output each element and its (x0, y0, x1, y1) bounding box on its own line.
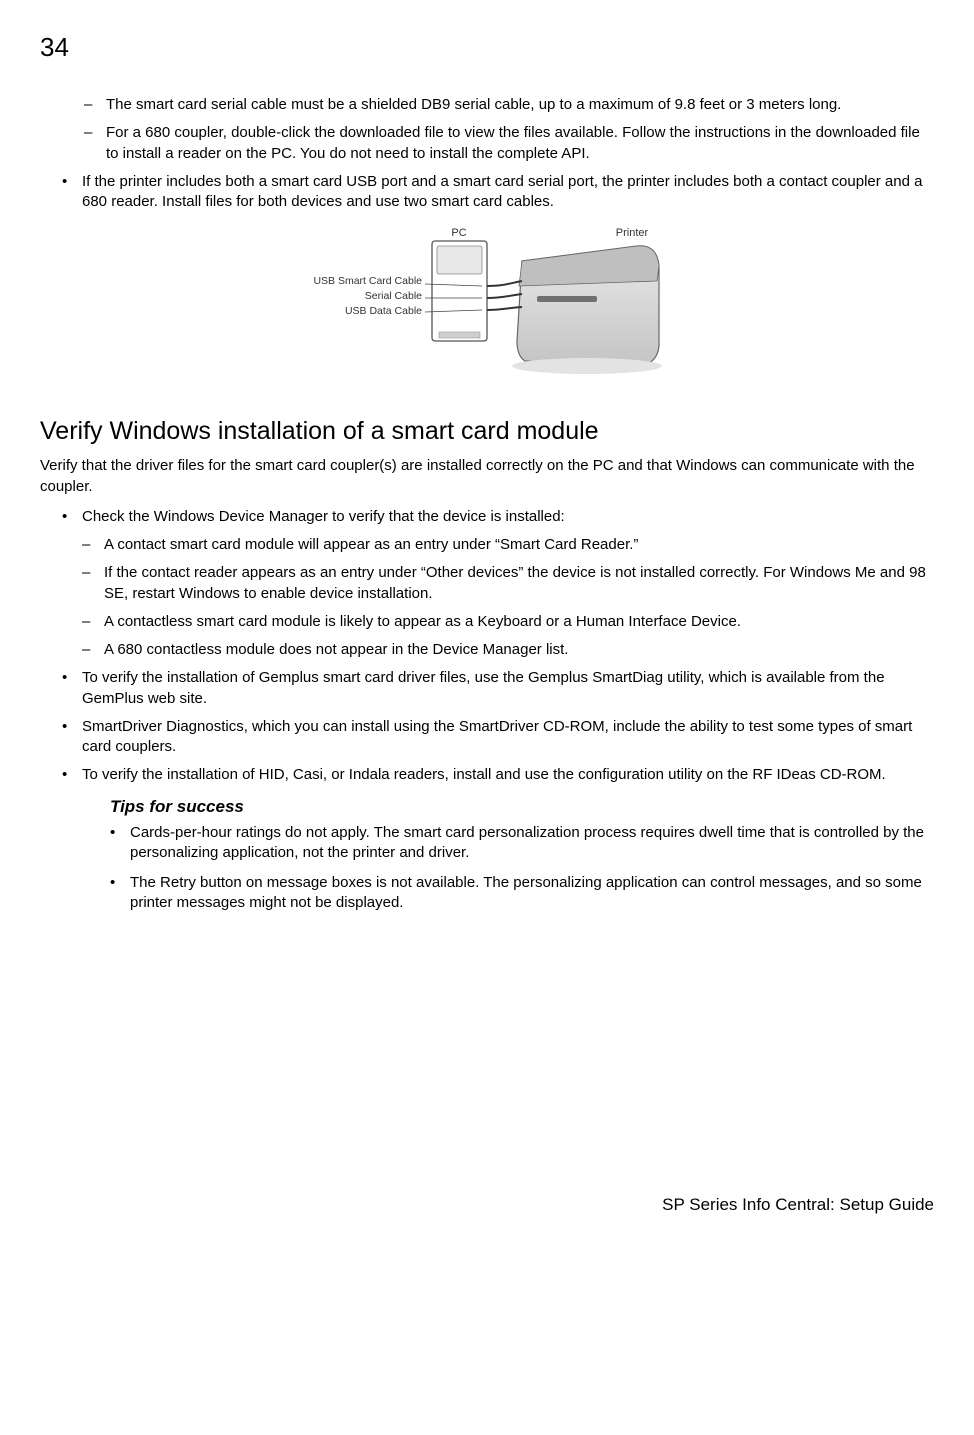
list-item: SmartDriver Diagnostics, which you can i… (62, 717, 934, 758)
bullet-text: Check the Windows Device Manager to veri… (82, 508, 565, 525)
list-item: To verify the installation of Gemplus sm… (62, 668, 934, 709)
pc-label: PC (451, 227, 466, 239)
list-item: The smart card serial cable must be a sh… (84, 95, 934, 115)
cable-label-serial: Serial Cable (365, 290, 422, 302)
sub-list: A contact smart card module will appear … (82, 535, 934, 660)
cable-diagram: PC Printer USB Smart Card Cable Serial C… (40, 226, 934, 392)
list-item: Cards-per-hour ratings do not apply. The… (110, 823, 934, 864)
section-heading: Verify Windows installation of a smart c… (40, 415, 934, 449)
tips-list: Cards-per-hour ratings do not apply. The… (40, 823, 934, 914)
list-item: For a 680 coupler, double-click the down… (84, 123, 934, 164)
list-item: The Retry button on message boxes is not… (110, 873, 934, 914)
list-item: A 680 contactless module does not appear… (82, 640, 934, 660)
section-intro: Verify that the driver files for the sma… (40, 456, 934, 497)
list-item: To verify the installation of HID, Casi,… (62, 765, 934, 785)
list-item: If the contact reader appears as an entr… (82, 563, 934, 604)
intro-sub-list: The smart card serial cable must be a sh… (40, 95, 934, 164)
footer: SP Series Info Central: Setup Guide (40, 1194, 934, 1217)
list-item: A contactless smart card module is likel… (82, 612, 934, 632)
intro-bullet-list: If the printer includes both a smart car… (40, 172, 934, 213)
page-number: 34 (40, 30, 934, 65)
printer-label: Printer (616, 227, 649, 239)
cable-label-usb-sc: USB Smart Card Cable (313, 275, 422, 287)
cable-label-usb-data: USB Data Cable (345, 305, 422, 317)
list-item: If the printer includes both a smart car… (62, 172, 934, 213)
list-item: A contact smart card module will appear … (82, 535, 934, 555)
main-bullet-list: Check the Windows Device Manager to veri… (40, 507, 934, 786)
list-item: Check the Windows Device Manager to veri… (62, 507, 934, 661)
tips-title: Tips for success (110, 796, 934, 819)
